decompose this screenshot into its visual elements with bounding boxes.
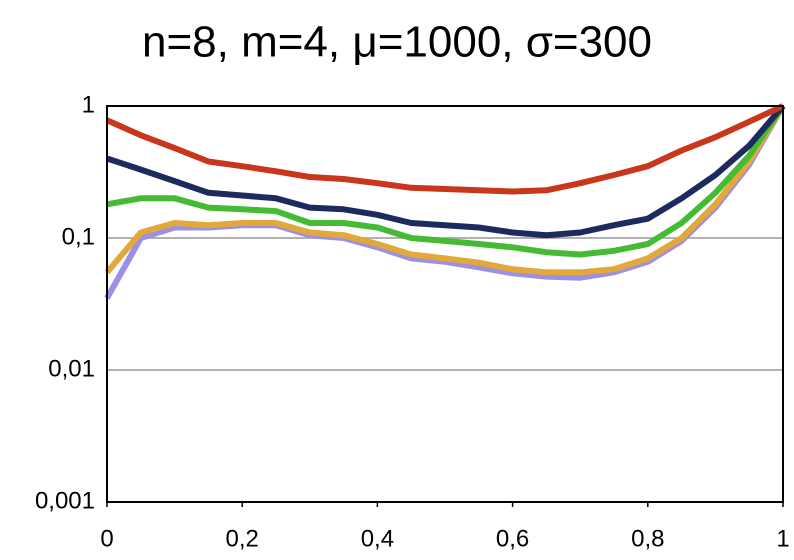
plot-frame (106, 105, 784, 503)
y-tick-label: 0,01 (48, 355, 95, 382)
x-tick-label: 0 (100, 525, 113, 552)
chart-title: n=8, m=4, μ=1000, σ=300 (142, 18, 652, 67)
series-line (105, 103, 785, 195)
series-line (106, 104, 786, 239)
x-tick-label: 0,6 (496, 525, 529, 552)
x-tick-label: 0,8 (631, 525, 664, 552)
x-tick-label: 0,2 (226, 525, 259, 552)
series-line (104, 104, 786, 276)
x-tick-label: 1 (776, 525, 789, 552)
series-line (104, 104, 786, 300)
y-tick-label: 1 (82, 91, 95, 118)
series-line (106, 104, 786, 258)
y-tick-label: 0,001 (35, 487, 95, 514)
x-tick-label: 0,4 (361, 525, 394, 552)
y-tick-label: 0,1 (62, 223, 95, 250)
